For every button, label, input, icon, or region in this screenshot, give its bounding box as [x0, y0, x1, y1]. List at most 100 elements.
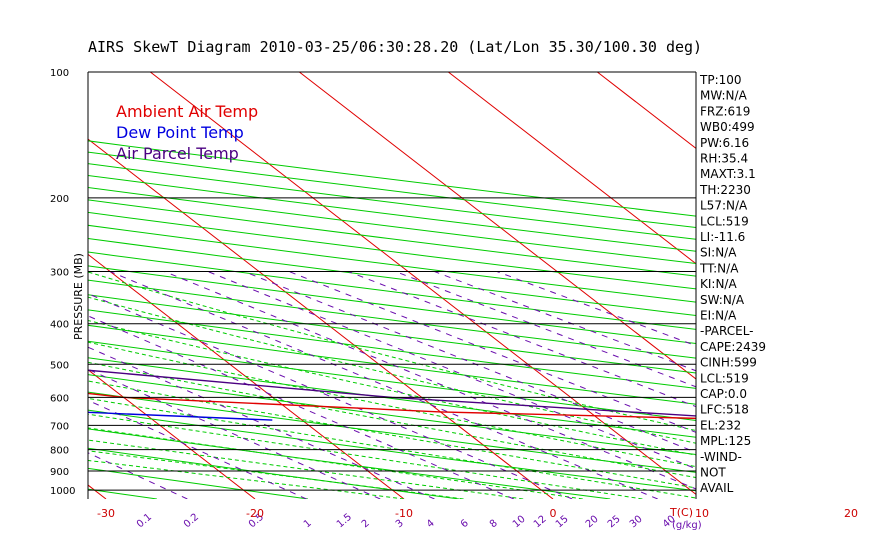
dry-adiabat-line — [88, 391, 696, 473]
mixing-ratio-label: 3 — [394, 518, 406, 531]
dry-adiabat-line — [88, 467, 309, 499]
isotherm-line — [597, 72, 696, 150]
bottom-temp-tick-label: 0 — [550, 507, 557, 520]
mixing-ratio-line — [0, 272, 42, 499]
mixing-ratio-line — [395, 271, 696, 388]
legend-entry: Dew Point Temp — [116, 123, 244, 142]
mixing-ratio-label: 1.5 — [335, 512, 354, 531]
pressure-tick-label: 600 — [50, 393, 69, 404]
stat-item: LCL:519 — [700, 214, 749, 228]
bottom-temp-tick-label: 20 — [844, 507, 858, 520]
dry-adiabat-line — [88, 357, 696, 438]
moist-adiabat-line — [88, 341, 696, 468]
pressure-tick-label: 800 — [50, 446, 69, 457]
stat-item: FRZ:619 — [700, 104, 750, 118]
y-axis-label: PRESSURE (MB) — [72, 253, 85, 340]
mixing-ratio-label: 20 — [584, 514, 601, 531]
isotherm-line — [88, 138, 554, 499]
pressure-tick-label: 500 — [50, 360, 69, 371]
stat-item: CAP:0.0 — [700, 387, 747, 401]
mixing-ratio-line — [288, 271, 696, 433]
pressure-tick-label: 400 — [50, 320, 69, 331]
bottom-temp-tick-label: -20 — [246, 507, 264, 520]
moist-adiabat-line — [88, 427, 583, 499]
pressure-tick-label: 200 — [50, 194, 69, 205]
stat-item: CINH:599 — [700, 356, 757, 370]
mixing-ratio-label: 12 — [532, 514, 549, 531]
stat-item: KI:N/A — [700, 277, 737, 291]
pressure-tick-label: 100 — [50, 68, 69, 79]
legend-entry: Air Parcel Temp — [116, 144, 239, 163]
dry-adiabat-line — [88, 224, 696, 303]
isotherm-line — [746, 72, 870, 499]
mixing-ratio-line — [88, 346, 435, 499]
moist-adiabat-line — [88, 397, 696, 499]
dry-adiabat-line — [0, 72, 6, 499]
stat-item: PW:6.16 — [700, 136, 749, 150]
mixing-ratio-label: 2 — [360, 518, 372, 531]
stat-item: LFC:518 — [700, 403, 749, 417]
stat-item: -WIND- — [700, 450, 742, 464]
mixing-ratio-line — [88, 368, 381, 499]
stat-item: SI:N/A — [700, 246, 737, 260]
dry-adiabat-line — [88, 211, 696, 290]
bottom-temp-tick-label: -30 — [97, 507, 115, 520]
isotherm-line — [88, 369, 256, 499]
moist-adiabat-line — [88, 319, 696, 456]
stat-item: LCL:519 — [700, 371, 749, 385]
mixing-ratio-label: 0.1 — [135, 512, 154, 531]
pressure-tick-label: 700 — [50, 421, 69, 432]
pressure-tick-label: 1000 — [50, 486, 75, 497]
mixing-ratio-line — [164, 271, 696, 490]
moist-adiabat-line — [88, 450, 464, 499]
dry-adiabat-line — [88, 174, 696, 252]
mixing-ratio-label: 8 — [488, 518, 500, 531]
stat-item: EL:232 — [700, 418, 741, 432]
mixing-ratio-line — [88, 452, 188, 499]
mixing-ratio-label: 30 — [628, 514, 645, 531]
stat-item: RH:35.4 — [700, 152, 748, 166]
isotherm-line — [150, 72, 696, 495]
stat-item: SW:N/A — [700, 293, 745, 307]
mixing-ratio-label: 10 — [511, 514, 528, 531]
dry-adiabat-line — [88, 409, 696, 492]
moist-adiabat-line — [88, 380, 696, 489]
dry-adiabat-line — [88, 428, 611, 499]
stat-item: WB0:499 — [700, 120, 755, 134]
stat-item: CAPE:2439 — [700, 340, 766, 354]
dry-adiabat-line — [88, 447, 460, 499]
stat-item: TP:100 — [699, 73, 742, 87]
stat-item: TT:N/A — [699, 261, 739, 275]
stat-item: NOT — [700, 466, 726, 480]
isotherm-line — [88, 484, 107, 499]
stat-item: L57:N/A — [700, 199, 748, 213]
dry-adiabat-line — [88, 238, 696, 317]
mixing-ratio-label: 1 — [302, 518, 314, 531]
bottom-temp-tick-label: -10 — [395, 507, 413, 520]
bottom-temp-tick-label: 10 — [695, 507, 709, 520]
pressure-tick-label: 300 — [50, 268, 69, 279]
x-axis-label: T(C) — [669, 506, 693, 519]
stat-item: -PARCEL- — [700, 324, 754, 338]
mixing-ratio-line — [496, 271, 696, 347]
stat-item: AVAIL — [700, 481, 734, 495]
ambient-air-temp-profile — [88, 392, 696, 420]
isotherm-line — [448, 72, 696, 265]
pressure-tick-label: 900 — [50, 467, 69, 478]
mixing-ratio-line — [88, 293, 573, 499]
stat-item: MW:N/A — [700, 89, 748, 103]
dry-adiabat-line — [88, 199, 696, 277]
isotherm-line — [299, 72, 696, 380]
mixing-ratio-label: 25 — [606, 514, 623, 531]
dry-adiabat-line — [88, 324, 696, 405]
stat-item: TH:2230 — [699, 183, 751, 197]
stat-item: LI:-11.6 — [700, 230, 745, 244]
mixing-ratio-label: 4 — [425, 518, 437, 531]
mixing-ratio-line — [348, 271, 696, 408]
mixing-ratio-line — [109, 271, 658, 499]
legend-entry: Ambient Air Temp — [116, 102, 258, 121]
mixing-ratio-label: 6 — [459, 518, 471, 531]
chart-title: AIRS SkewT Diagram 2010-03-25/06:30:28.2… — [88, 38, 702, 56]
mixing-ratio-label: 0.2 — [182, 512, 201, 531]
